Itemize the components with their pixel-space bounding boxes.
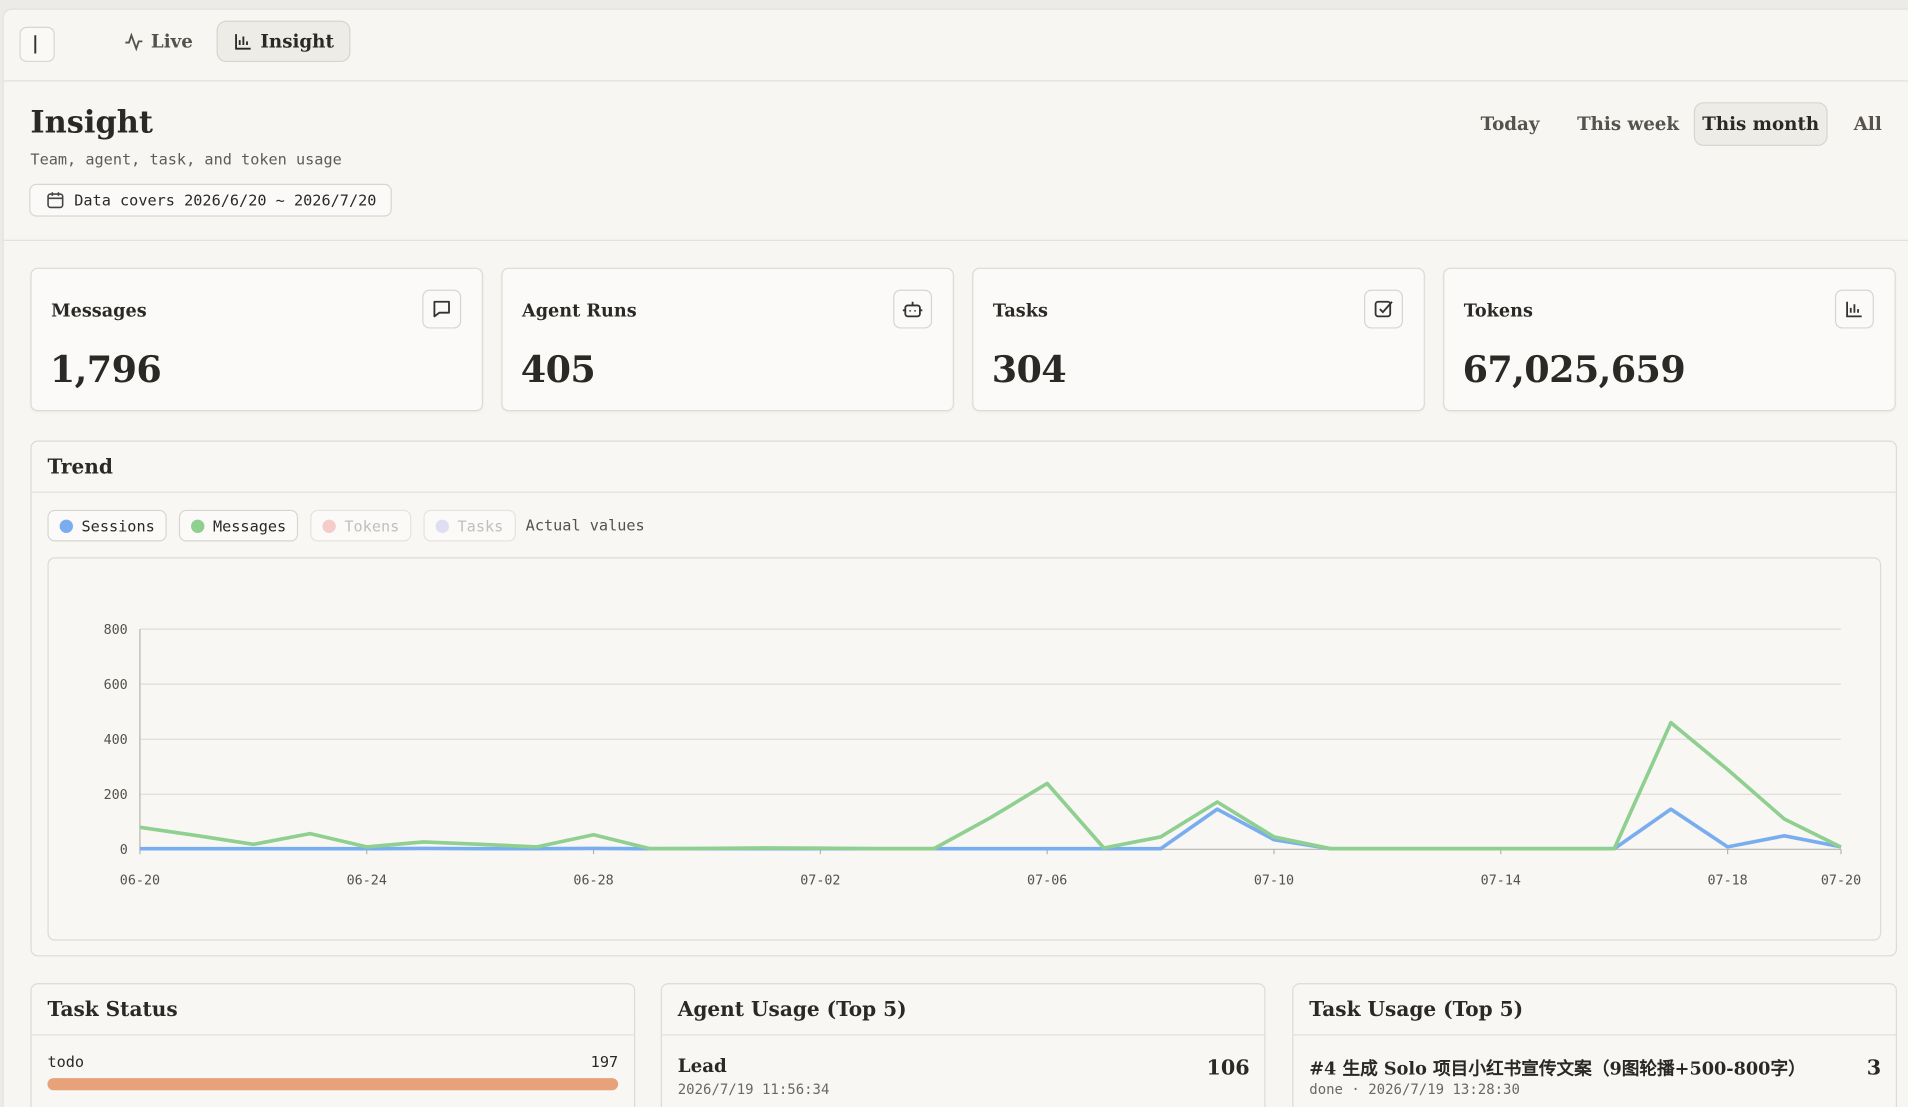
stat-label: Agent Runs	[522, 300, 637, 322]
task-count: 3	[1866, 1056, 1882, 1081]
period-option[interactable]: This month	[1693, 102, 1828, 147]
x-tick-label: 07-20	[1821, 874, 1861, 889]
legend-item[interactable]: Sessions	[47, 509, 167, 542]
chart-box: 0 200 400 600 800 06-20 06-24 06-28 07-02 07-06 07…	[47, 557, 1882, 941]
stat-icon	[1364, 289, 1403, 329]
panel-title: Task Usage (Top 5)	[1293, 984, 1896, 1036]
task-status-panel: Task Status todo 197	[30, 983, 636, 1107]
panel-title: Agent Usage (Top 5)	[661, 984, 1265, 1036]
stat-card: Messages 1,796	[30, 267, 484, 412]
page-subtitle: Team, agent, task, and token usage	[30, 149, 342, 168]
legend-item[interactable]: Tokens	[310, 509, 412, 542]
panel-title: Task Status	[31, 984, 634, 1036]
stat-card: Tasks 304	[972, 267, 1425, 412]
task-usage-panel: Task Usage (Top 5) #4 生成 Solo 项目小红书宣传文案（…	[1292, 983, 1897, 1107]
y-tick-label: 0	[120, 843, 128, 858]
period-label: All	[1853, 113, 1882, 136]
agent-count: 106	[1206, 1056, 1250, 1081]
legend-dot	[191, 518, 205, 533]
task-title: #4 生成 Solo 项目小红书宣传文案（9图轮播+500-800字）	[1309, 1058, 1806, 1080]
live-tab[interactable]: Live	[108, 21, 208, 62]
icon	[433, 300, 450, 318]
x-tick-label: 07-14	[1481, 874, 1521, 889]
icon	[902, 301, 923, 318]
series-line	[139, 720, 1842, 851]
status-track	[47, 1078, 619, 1091]
legend-label: Sessions	[81, 516, 155, 535]
icon	[1846, 301, 1862, 318]
top-bar: Live Insight	[3, 10, 1908, 82]
status-bar	[47, 1078, 619, 1091]
x-tick-label: 07-10	[1254, 874, 1294, 889]
legend-item[interactable]: Messages	[178, 509, 299, 542]
app-window: Live Insight Insight Team, agent, task, …	[2, 8, 1908, 1107]
value-mode: Actual values	[525, 515, 645, 535]
legend-dot	[322, 518, 336, 533]
period-label: Today	[1480, 113, 1540, 136]
legend-label: Messages	[212, 516, 287, 535]
agent-time: 2026/7/19 11:56:34	[677, 1080, 830, 1098]
period-option[interactable]: This week	[1566, 102, 1690, 146]
panel-title: Trend	[31, 442, 1896, 493]
stat-icon	[422, 289, 462, 329]
legend-item[interactable]: Tasks	[423, 509, 516, 542]
icon	[1374, 300, 1393, 318]
legend-dot	[59, 518, 74, 533]
x-tick-label: 06-20	[120, 874, 160, 889]
page-title: Insight	[30, 104, 153, 140]
tab-label: Live	[150, 30, 193, 53]
stat-value: 67,025,659	[1462, 349, 1686, 392]
stat-card: Agent Runs 405	[501, 267, 954, 412]
stat-label: Tokens	[1463, 300, 1533, 322]
legend-dot	[435, 518, 449, 533]
status-name: todo	[47, 1052, 85, 1071]
period-label: This week	[1577, 113, 1680, 136]
stat-value: 1,796	[49, 349, 162, 392]
y-tick-label: 600	[104, 678, 128, 693]
stat-icon	[1834, 289, 1874, 329]
agent-usage-panel: Agent Usage (Top 5) Lead 2026/7/19 11:56:…	[660, 983, 1266, 1107]
x-tick-label: 06-28	[573, 874, 613, 889]
period-label: This month	[1702, 113, 1820, 136]
stat-value: 304	[991, 349, 1067, 392]
coverage-text: Data covers 2026/6/20 ~ 2026/7/20	[74, 191, 377, 210]
trend-chart: 0 200 400 600 800 06-20 06-24 06-28 07-02 07-06 07…	[104, 623, 1862, 889]
sidebar-icon	[34, 35, 37, 54]
coverage-badge: Data covers 2026/6/20 ~ 2026/7/20	[29, 183, 393, 217]
calendar-icon	[47, 192, 64, 209]
x-tick-label: 07-02	[800, 874, 840, 889]
stat-label: Messages	[51, 300, 147, 322]
legend-label: Tokens	[344, 516, 400, 535]
tab-label: Insight	[260, 30, 334, 53]
stat-value: 405	[520, 349, 596, 392]
divider	[3, 239, 1908, 241]
stat-card: Tokens 67,025,659	[1443, 267, 1896, 412]
task-meta: done · 2026/7/19 13:28:30	[1309, 1080, 1520, 1098]
status-count: 197	[590, 1052, 619, 1071]
stat-icon	[893, 289, 933, 329]
insight-tab[interactable]: Insight	[216, 20, 351, 63]
period-option[interactable]: All	[1843, 102, 1892, 146]
trend-panel: Trend Sessions Messages Tokens Tasks Actual …	[30, 440, 1897, 957]
legend-label: Tasks	[457, 516, 504, 535]
x-tick-label: 06-24	[347, 874, 387, 889]
x-tick-label: 07-06	[1027, 874, 1067, 889]
chart-icon	[235, 34, 251, 50]
period-option[interactable]: Today	[1461, 102, 1558, 146]
y-tick-label: 800	[104, 623, 128, 638]
y-tick-label: 200	[104, 788, 128, 803]
pulse-icon	[125, 32, 143, 52]
stat-label: Tasks	[992, 300, 1048, 322]
x-tick-label: 07-18	[1707, 874, 1747, 889]
sidebar-toggle[interactable]	[19, 26, 55, 63]
agent-name: Lead	[677, 1054, 727, 1077]
y-tick-label: 400	[104, 733, 128, 748]
